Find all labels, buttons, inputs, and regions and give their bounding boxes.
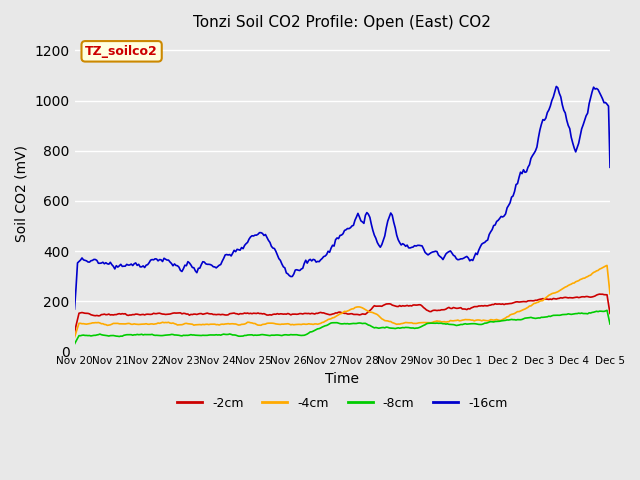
Y-axis label: Soil CO2 (mV): Soil CO2 (mV) xyxy=(15,145,29,242)
X-axis label: Time: Time xyxy=(325,372,359,386)
Title: Tonzi Soil CO2 Profile: Open (East) CO2: Tonzi Soil CO2 Profile: Open (East) CO2 xyxy=(193,15,492,30)
Text: TZ_soilco2: TZ_soilco2 xyxy=(85,45,158,58)
Legend: -2cm, -4cm, -8cm, -16cm: -2cm, -4cm, -8cm, -16cm xyxy=(172,392,513,415)
